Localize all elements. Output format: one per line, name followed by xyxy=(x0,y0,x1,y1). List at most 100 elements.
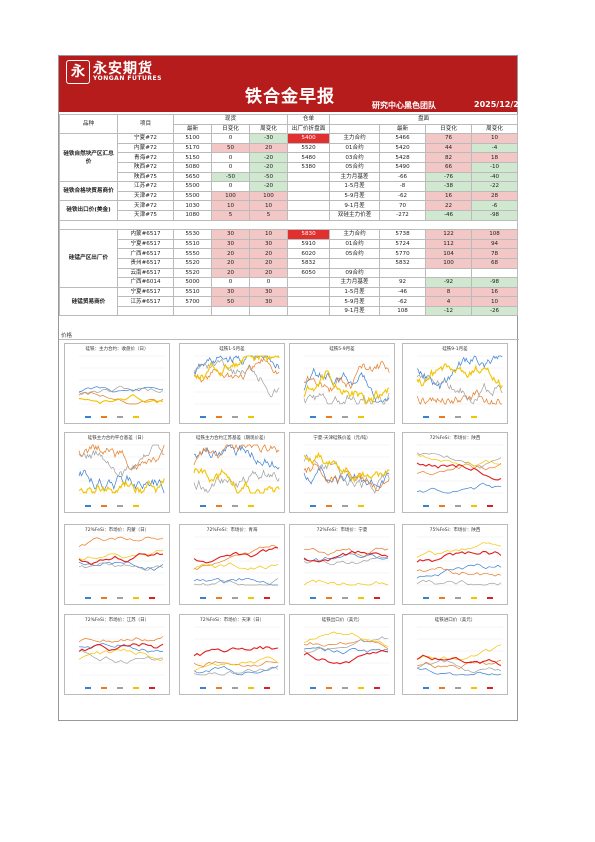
spacer-cell xyxy=(58,219,519,231)
chart-series-line xyxy=(193,661,279,667)
futures-day-change: 44 xyxy=(425,142,473,154)
spot-latest: 5000 xyxy=(173,277,212,288)
futures-latest: -66 xyxy=(379,171,427,183)
spot-week-change: -20 xyxy=(248,181,289,192)
futures-week-change: -26 xyxy=(471,305,519,317)
chart-series-line xyxy=(303,392,390,405)
chart-series-line xyxy=(303,370,390,405)
chart-series-line xyxy=(416,363,503,390)
chart-plot xyxy=(303,626,390,689)
spot-latest: 5520 xyxy=(173,257,212,269)
chart-plot xyxy=(303,536,390,599)
group-name: 硅锰贸易商价 xyxy=(59,286,118,317)
legend-swatch xyxy=(248,597,254,599)
item-name: 天津#72 xyxy=(117,200,174,211)
chart-title: 硅铁主力合约平仓基差（日） xyxy=(87,436,147,441)
table-row: 青海#72 5150 0 -20 5480 03合约 5428 82 18 xyxy=(60,152,519,163)
group-name: 硅铁出口价(美金) xyxy=(59,200,118,221)
legend-swatch xyxy=(117,687,123,689)
warrant-price: 6020 xyxy=(287,248,331,259)
futures-latest: 108 xyxy=(379,305,427,317)
legend-swatch xyxy=(133,687,139,689)
item-name: 江苏#72 xyxy=(117,181,174,192)
legend-swatch xyxy=(342,416,348,418)
futures-latest: 92 xyxy=(379,277,427,288)
futures-day-change: 4 xyxy=(425,296,473,307)
futures-day-change: 122 xyxy=(425,229,473,240)
chart-series-line xyxy=(303,646,389,655)
chart-series-line xyxy=(303,463,390,492)
chart-series-line xyxy=(78,391,164,405)
chart-thumbnail: 72%FeSi：市场价：天津（日） xyxy=(179,614,285,695)
chart-thumbnail: 硅铁进口价（美元） xyxy=(402,614,508,695)
item-name xyxy=(117,305,174,317)
spot-week-change: 10 xyxy=(248,229,289,240)
futures-week-change: -6 xyxy=(471,200,519,211)
group-name: 硅铁自然块产区汇总价 xyxy=(59,133,118,183)
spot-day-change: 20 xyxy=(211,257,250,269)
report-page: 永 永安期货 YONGAN FUTURES 铁合金早报 研究中心黑色团队 202… xyxy=(58,55,519,721)
price-table: 品种 项目 现货 仓单 盘面 最新 日变化 周变化 出厂价折盘面 最新 日变化 周变化 硅铁自然块产区汇… xyxy=(58,113,519,317)
chart-series-line xyxy=(78,643,164,652)
subheader-cell: 周变化 xyxy=(471,123,519,135)
table-row: 江苏#6517 5700 50 30 5-9月差 -62 4 10 xyxy=(60,296,519,307)
chart-series-line xyxy=(78,385,164,395)
chart-series-line xyxy=(303,360,390,393)
item-name: 广西#6014 xyxy=(117,277,174,288)
chart-series-line xyxy=(416,463,502,476)
chart-series-line xyxy=(78,444,165,477)
item-name: 广西#6517 xyxy=(117,248,174,259)
legend-swatch xyxy=(342,597,348,599)
header-variety: 品种 xyxy=(59,113,118,135)
legend-swatch xyxy=(248,505,254,507)
chart-series-line xyxy=(303,451,390,484)
futures-latest: 70 xyxy=(379,200,427,211)
futures-contract xyxy=(329,257,381,269)
chart-series-line xyxy=(78,650,164,664)
table-row: 广西#6517 5550 20 20 6020 05合约 5770 104 78 xyxy=(60,248,519,259)
spot-week-change: -20 xyxy=(248,152,289,163)
futures-week-change: 108 xyxy=(471,229,519,240)
legend-swatch xyxy=(101,597,107,599)
legend-swatch xyxy=(471,597,477,599)
chart-title: 宁夏-天津硅铁价差（元/吨） xyxy=(313,436,371,441)
futures-latest: 5832 xyxy=(379,257,427,269)
chart-series-line xyxy=(303,631,389,647)
report-team: 研究中心黑色团队 xyxy=(372,101,436,110)
chart-series-line xyxy=(193,443,280,466)
futures-week-change: 78 xyxy=(471,248,519,259)
chart-series-line xyxy=(193,544,279,571)
futures-latest: -8 xyxy=(379,181,427,192)
chart-thumbnail: 72%FeSi：市场价：陕西 xyxy=(402,432,508,513)
futures-week-change: 68 xyxy=(471,257,519,269)
legend-swatch xyxy=(232,687,238,689)
futures-contract: 01合约 xyxy=(329,142,381,154)
chart-series-line xyxy=(193,665,279,676)
spot-latest: 5510 xyxy=(173,238,212,250)
spot-latest: 5500 xyxy=(173,190,212,202)
legend-swatch xyxy=(216,687,222,689)
warrant-price: 5380 xyxy=(287,161,331,173)
table-row: 硅锰贸易商价 宁夏#6517 5510 30 30 1-5月差 -46 8 16 xyxy=(59,286,519,317)
chart-series-line xyxy=(303,453,390,494)
legend-swatch xyxy=(326,505,332,507)
legend-swatch xyxy=(358,505,364,507)
chart-title: 72%FeSi：市场价：宁夏 xyxy=(316,528,368,533)
warrant-price xyxy=(287,200,331,211)
spot-week-change: 30 xyxy=(248,238,289,250)
legend-swatch xyxy=(471,416,477,418)
table-row: 陕西#75 5650 -50 -50 主力月基差 -66 -76 -40 xyxy=(60,171,519,183)
chart-title: 硅铁1-5月差 xyxy=(219,347,245,352)
legend-swatch xyxy=(149,687,155,689)
warrant-price: 5832 xyxy=(287,257,331,269)
chart-series-line xyxy=(416,654,502,667)
legend-swatch xyxy=(248,687,254,689)
item-name: 云南#6517 xyxy=(117,267,174,279)
charts-section-label: 价格 xyxy=(59,331,519,340)
chart-series-line xyxy=(416,462,502,481)
legend-swatch xyxy=(358,597,364,599)
futures-day-change: 8 xyxy=(425,286,473,298)
spot-day-change: 10 xyxy=(211,200,250,211)
chart-title: 硅铁主力合约江苏基差（期现价差） xyxy=(196,436,268,441)
legend-swatch xyxy=(216,505,222,507)
